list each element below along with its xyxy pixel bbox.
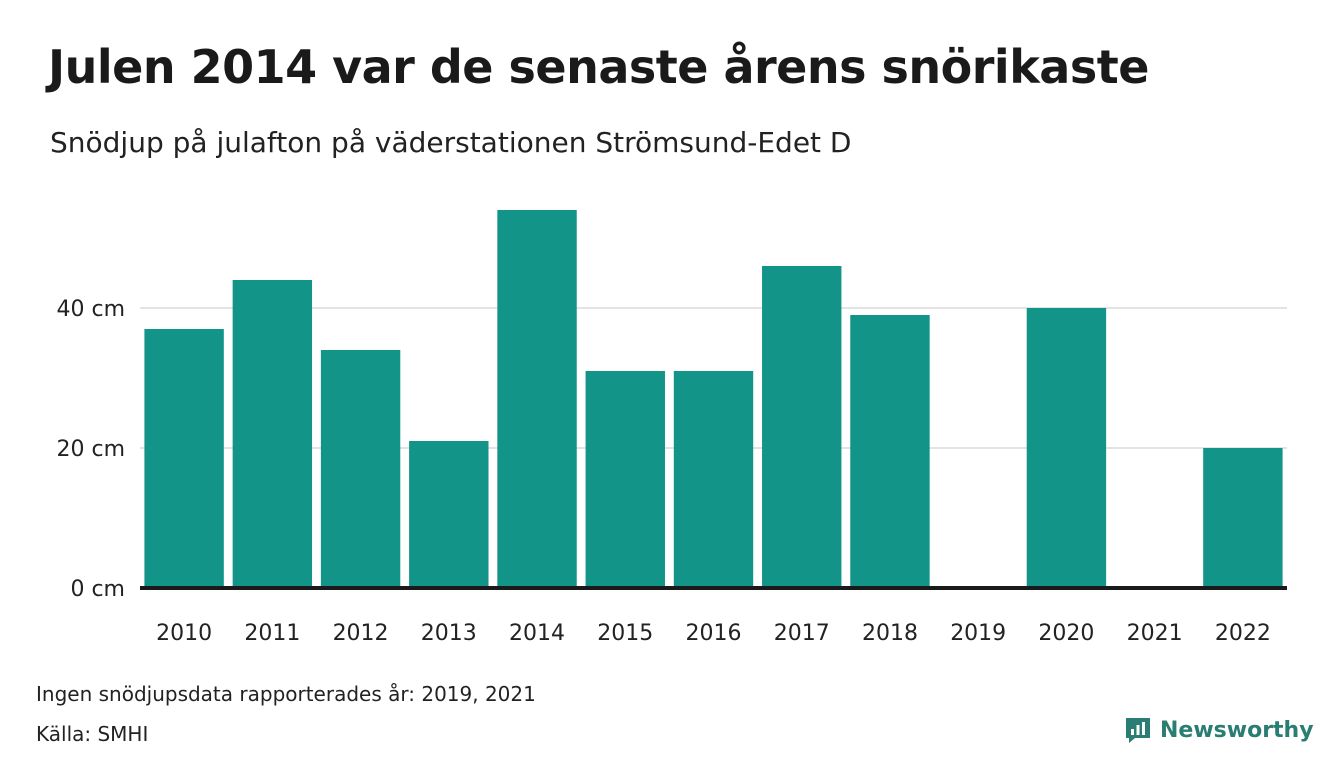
- chart-subtitle: Snödjup på julafton på väderstationen St…: [50, 126, 852, 159]
- missing-data-note: Ingen snödjupsdata rapporterades år: 201…: [36, 682, 536, 706]
- newsworthy-logo: Newsworthy: [1124, 716, 1314, 744]
- bar-2013: [409, 441, 489, 588]
- y-tick-label: 40 cm: [56, 297, 125, 322]
- x-tick-label: 2018: [862, 621, 918, 646]
- bar-2011: [232, 280, 313, 588]
- x-tick-label: 2014: [509, 621, 565, 646]
- y-tick-label: 0 cm: [70, 577, 125, 602]
- x-tick-label: 2021: [1127, 621, 1183, 646]
- x-tick-label: 2019: [950, 621, 1006, 646]
- x-tick-label: 2022: [1215, 621, 1271, 646]
- bar-2017: [762, 266, 842, 588]
- bar-chart: 0 cm 20 cm 40 cm 2010 2011 2012 2013 2014 2015 20…: [56, 210, 1287, 646]
- x-tick-label: 2010: [156, 621, 212, 646]
- x-tick-label: 2017: [774, 621, 830, 646]
- x-tick-label: 2015: [597, 621, 653, 646]
- x-tick-label: 2012: [333, 621, 389, 646]
- bar-2015: [585, 371, 665, 588]
- y-tick-label: 20 cm: [56, 437, 125, 462]
- bar-2018: [850, 315, 930, 588]
- bar-2016: [673, 371, 754, 588]
- source-note: Källa: SMHI: [36, 722, 149, 746]
- bar-2014: [497, 210, 577, 588]
- bar-2020: [1026, 308, 1107, 588]
- x-tick-label: 2013: [421, 621, 477, 646]
- bar-2022: [1203, 448, 1283, 588]
- newsworthy-logo-icon: [1126, 718, 1150, 743]
- x-tick-label: 2016: [686, 621, 742, 646]
- newsworthy-logo-text: Newsworthy: [1160, 717, 1314, 743]
- x-tick-label: 2011: [244, 621, 300, 646]
- bar-2010: [144, 329, 224, 588]
- bar-2012: [320, 350, 401, 588]
- x-tick-label: 2020: [1038, 621, 1094, 646]
- chart-title: Julen 2014 var de senaste årens snörikas…: [48, 40, 1149, 94]
